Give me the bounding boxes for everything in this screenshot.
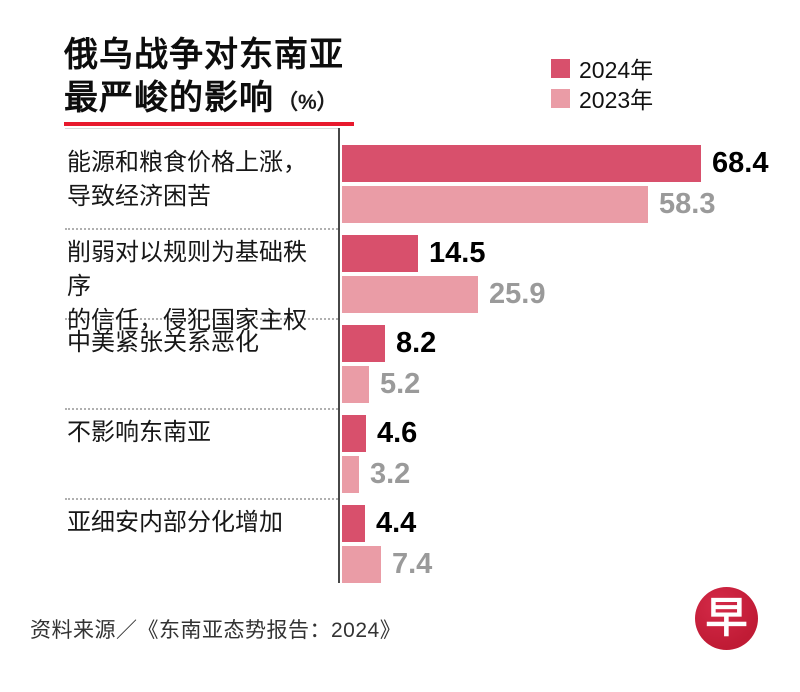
zaobao-logo-glyph: 早 (705, 592, 748, 642)
bar-line-2024年: 68.4 (342, 145, 787, 182)
chart-legend: 2024年 2023年 (551, 57, 653, 117)
chart-row: 能源和粮食价格上涨， 导致经济困苦 68.4 58.3 (65, 145, 787, 223)
legend-swatch-2024 (551, 58, 570, 78)
bar-group: 4.6 3.2 (342, 415, 787, 493)
bar-fill-2024年 (342, 415, 366, 452)
bar-line-2023年: 5.2 (342, 366, 787, 403)
bar-line-2023年: 25.9 (342, 276, 787, 313)
bar-line-2024年: 4.6 (342, 415, 787, 452)
bar-value-2024年: 14.5 (429, 237, 486, 269)
bar-value-2023年: 25.9 (489, 278, 546, 310)
bar-value-2023年: 58.3 (659, 188, 716, 220)
bar-fill-2023年 (342, 366, 369, 403)
bar-fill-2023年 (342, 456, 359, 493)
chart-top-border (65, 128, 338, 129)
bar-line-2023年: 58.3 (342, 186, 787, 223)
legend-label-2024: 2024年 (579, 57, 654, 83)
source-note: 资料来源／《东南亚态势报告：2024》 (30, 619, 402, 642)
bar-line-2024年: 4.4 (342, 505, 787, 542)
legend-item-2024: 2024年 (551, 57, 653, 83)
title-underline-rule (64, 122, 354, 126)
bar-value-2024年: 68.4 (712, 147, 769, 179)
legend-item-2023: 2023年 (551, 87, 653, 113)
title-line2: 最严峻的影响 (64, 79, 274, 117)
row-separator (65, 318, 338, 320)
bar-fill-2023年 (342, 186, 648, 223)
category-label: 中美紧张关系恶化 (67, 329, 259, 356)
page-title: 俄乌战争对东南亚 最严峻的影响 （%） (64, 34, 344, 124)
bar-group: 14.5 25.9 (342, 235, 787, 313)
axis-baseline (338, 128, 340, 583)
bar-value-2023年: 3.2 (370, 458, 411, 490)
chart-row: 中美紧张关系恶化 8.2 5.2 (65, 325, 787, 403)
bar-fill-2023年 (342, 276, 478, 313)
row-separator (65, 498, 338, 500)
bar-line-2024年: 14.5 (342, 235, 787, 272)
bar-line-2023年: 7.4 (342, 546, 787, 583)
category-label: 削弱对以规则为基础秩序 的信任，侵犯国家主权 (67, 239, 307, 334)
row-separator (65, 228, 338, 230)
chart-row: 削弱对以规则为基础秩序 的信任，侵犯国家主权 14.5 25.9 (65, 235, 787, 334)
bar-value-2023年: 7.4 (392, 548, 433, 580)
bar-group: 8.2 5.2 (342, 325, 787, 403)
chart-row: 不影响东南亚 4.6 3.2 (65, 415, 787, 493)
bar-fill-2024年 (342, 505, 365, 542)
title-unit: （%） (277, 91, 338, 114)
zaobao-logo: 早 (695, 587, 758, 650)
chart-row: 亚细安内部分化增加 4.4 7.4 (65, 505, 787, 583)
bar-value-2024年: 8.2 (396, 327, 437, 359)
bar-group: 68.4 58.3 (342, 145, 787, 223)
legend-label-2023: 2023年 (579, 87, 654, 113)
bar-value-2023年: 5.2 (380, 368, 421, 400)
bar-line-2023年: 3.2 (342, 456, 787, 493)
bar-line-2024年: 8.2 (342, 325, 787, 362)
chart-rows: 能源和粮食价格上涨， 导致经济困苦 68.4 58.3 削弱对以规则为基础秩序 的信任，侵… (65, 128, 787, 583)
bar-fill-2023年 (342, 546, 381, 583)
row-separator (65, 408, 338, 410)
bar-fill-2024年 (342, 145, 701, 182)
category-label: 能源和粮食价格上涨， 导致经济困苦 (67, 149, 307, 210)
category-label: 不影响东南亚 (67, 419, 211, 446)
legend-swatch-2023 (551, 88, 570, 108)
category-label: 亚细安内部分化增加 (67, 509, 283, 536)
title-line1: 俄乌战争对东南亚 (64, 36, 344, 74)
bar-value-2024年: 4.4 (376, 507, 417, 539)
bar-value-2024年: 4.6 (377, 417, 418, 449)
bar-fill-2024年 (342, 325, 385, 362)
bar-group: 4.4 7.4 (342, 505, 787, 583)
bar-fill-2024年 (342, 235, 418, 272)
bar-chart: 能源和粮食价格上涨， 导致经济困苦 68.4 58.3 削弱对以规则为基础秩序 的信任，侵… (65, 128, 787, 583)
